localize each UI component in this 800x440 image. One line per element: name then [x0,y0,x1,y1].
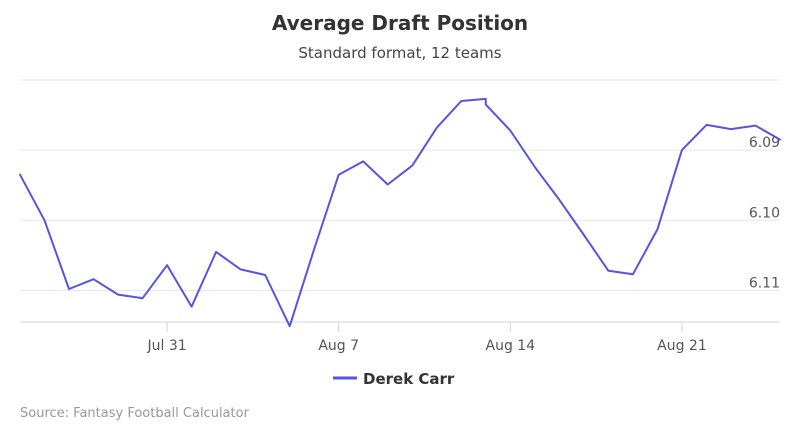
chart-subtitle: Standard format, 12 teams [298,44,501,62]
series-line[interactable] [19,97,781,328]
x-tick-label: Aug 21 [657,338,707,354]
y-tick-label: 6.09 [749,135,780,151]
x-tick-label: Jul 31 [147,338,187,354]
y-tick-label: 6.11 [749,275,780,291]
x-axis: Jul 31 Aug 7 Aug 14 Aug 21 [20,321,780,354]
chart-title: Average Draft Position [272,11,528,35]
y-axis: 6.09 6.10 6.11 [749,135,780,291]
series-group [19,97,781,328]
legend-label[interactable]: Derek Carr [363,370,455,388]
x-tick-label: Aug 14 [486,338,536,354]
x-tick-label: Aug 7 [318,338,359,354]
grid-lines [20,79,780,291]
y-tick-label: 6.10 [749,205,780,221]
legend[interactable]: Derek Carr [333,370,455,388]
source-credit: Source: Fantasy Football Calculator [20,406,250,421]
